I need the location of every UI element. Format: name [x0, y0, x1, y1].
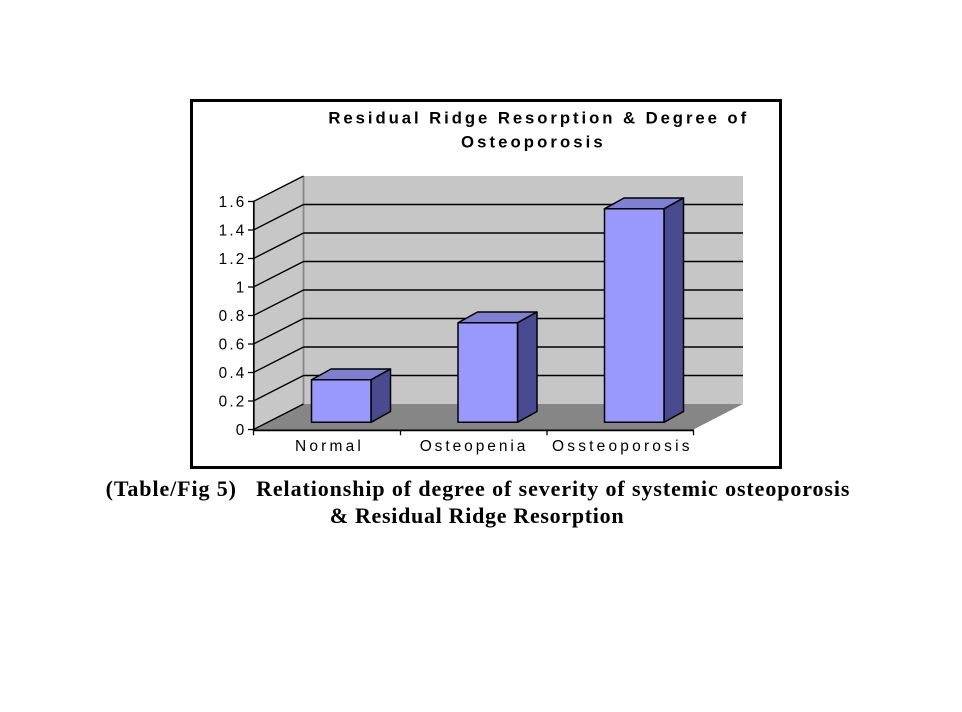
svg-text:Osteoporosis: Osteoporosis: [461, 133, 606, 152]
svg-text:0.8: 0.8: [219, 308, 247, 325]
svg-text:Residual Ridge Resorption & De: Residual Ridge Resorption & Degree of: [328, 109, 749, 128]
svg-text:0.6: 0.6: [219, 337, 247, 354]
svg-text:Normal: Normal: [295, 438, 364, 455]
svg-text:0.2: 0.2: [219, 394, 247, 411]
svg-text:0: 0: [236, 422, 247, 439]
svg-text:1.2: 1.2: [219, 251, 247, 268]
svg-text:0.4: 0.4: [219, 365, 247, 382]
svg-text:Ossteoporosis: Ossteoporosis: [552, 438, 693, 455]
svg-text:1: 1: [236, 280, 247, 297]
svg-text:1.4: 1.4: [219, 223, 247, 240]
svg-text:1.6: 1.6: [219, 194, 247, 211]
svg-text:Osteopenia: Osteopenia: [420, 438, 529, 455]
